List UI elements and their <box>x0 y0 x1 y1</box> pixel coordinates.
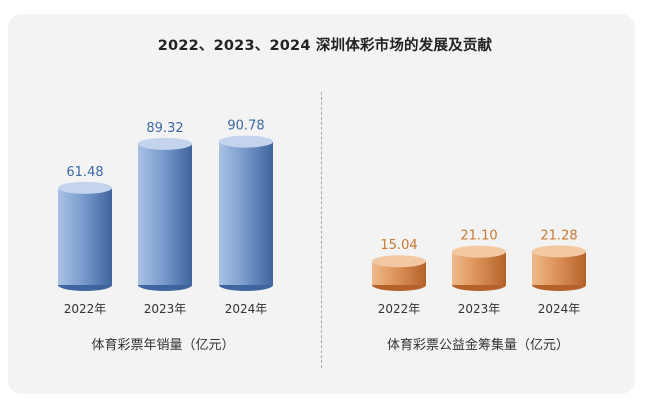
bar-1 <box>58 181 112 291</box>
bar-top <box>452 245 506 258</box>
bar-2 <box>138 137 192 291</box>
bar-1 <box>372 255 426 291</box>
bar-3 <box>219 135 273 291</box>
chart-panel-1: 61.48 2022年 89.32 2023年 90.78 2024年体育彩票年销量（亿元… <box>58 119 273 353</box>
bar-body <box>219 141 273 285</box>
panel-caption: 体育彩票公益金筹集量（亿元） <box>387 337 569 353</box>
category-label: 2024年 <box>225 302 268 316</box>
bar-top <box>58 181 112 194</box>
bar-top <box>532 245 586 258</box>
bar-3 <box>532 245 586 291</box>
value-label: 21.10 <box>460 229 497 244</box>
category-label: 2022年 <box>378 302 421 316</box>
category-label: 2023年 <box>458 302 501 316</box>
bar-top <box>372 255 426 268</box>
bar-body <box>58 187 112 285</box>
panel-caption: 体育彩票年销量（亿元） <box>91 337 234 353</box>
bar-body <box>138 143 192 285</box>
value-label: 21.28 <box>540 228 577 243</box>
bar-body <box>372 261 426 285</box>
category-label: 2022年 <box>64 302 107 316</box>
bar-2 <box>452 245 506 291</box>
divider-line <box>321 92 322 368</box>
value-label: 15.04 <box>380 238 417 253</box>
value-label: 90.78 <box>227 119 264 134</box>
value-label: 89.32 <box>146 121 183 136</box>
value-label: 61.48 <box>66 165 103 180</box>
bar-top <box>219 135 273 148</box>
category-label: 2024年 <box>538 302 581 316</box>
chart-title: 2022、2023、2024 深圳体彩市场的发展及贡献 <box>157 38 493 54</box>
bar-top <box>138 137 192 150</box>
chart-panel-2: 15.04 2022年 21.10 2023年 21.28 2024年体育彩票公益金筹集量… <box>372 228 586 353</box>
category-label: 2023年 <box>144 302 187 316</box>
